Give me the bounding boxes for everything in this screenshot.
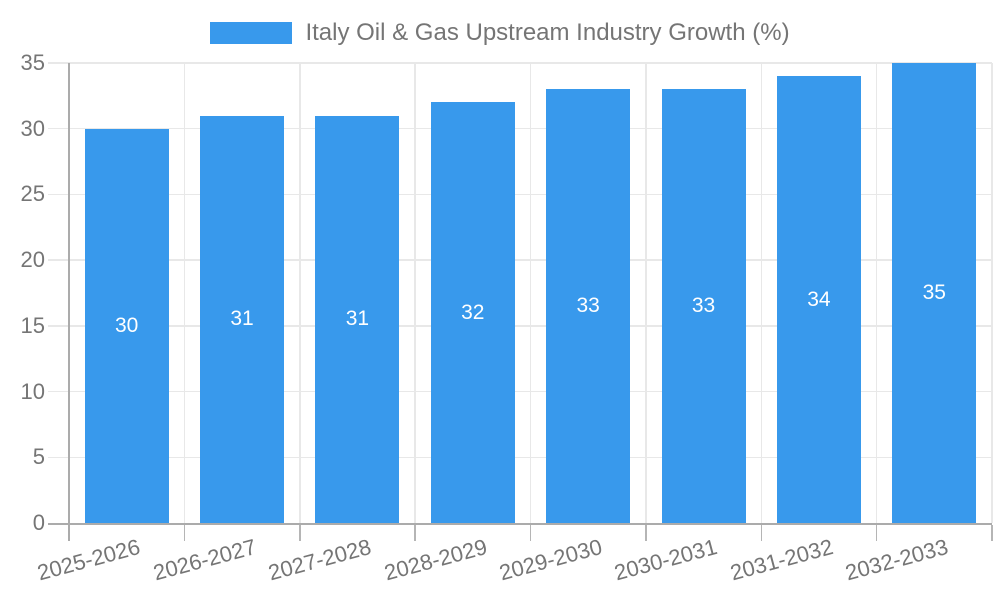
bar[interactable]: 32 [430, 102, 515, 523]
bar-value-label: 34 [807, 287, 831, 311]
x-axis-tick [645, 525, 647, 541]
bar-value-label: 31 [230, 307, 254, 331]
v-gridline [183, 63, 186, 523]
x-axis-tick [529, 525, 532, 541]
v-gridline [991, 63, 993, 523]
bar[interactable]: 34 [776, 76, 861, 523]
y-tick-label: 30 [20, 115, 45, 141]
h-gridline [48, 456, 992, 459]
h-gridline [48, 62, 992, 64]
h-gridline [48, 325, 992, 327]
y-tick-label: 5 [32, 444, 45, 470]
h-gridline [48, 259, 992, 261]
h-gridline [48, 127, 992, 130]
x-axis-tick [299, 525, 301, 541]
legend[interactable]: Italy Oil & Gas Upstream Industry Growth… [0, 17, 1000, 49]
x-axis-tick [183, 525, 186, 541]
y-axis-line [67, 63, 70, 541]
y-tick-label: 20 [20, 247, 45, 273]
bar-value-label: 32 [461, 300, 485, 324]
bar[interactable]: 31 [315, 115, 400, 523]
x-axis-tick [414, 525, 416, 541]
v-gridline [645, 63, 647, 523]
bar-value-label: 35 [922, 281, 946, 304]
x-axis-tick [991, 525, 993, 541]
v-gridline [875, 63, 878, 523]
bar[interactable]: 31 [200, 115, 285, 523]
y-tick-label: 10 [20, 378, 45, 404]
y-tick-label: 25 [20, 181, 45, 207]
bar-value-label: 30 [115, 313, 139, 337]
v-gridline [760, 63, 762, 523]
v-gridline [529, 63, 532, 523]
x-tick-label: 2032-2033 [842, 534, 951, 586]
x-tick-label: 2028-2029 [381, 534, 490, 586]
x-tick-label: 2031-2032 [727, 534, 836, 586]
h-gridline [48, 390, 992, 393]
x-tick-label: 2029-2030 [496, 534, 605, 586]
x-axis-tick [875, 525, 878, 541]
y-tick-label: 15 [20, 312, 45, 338]
v-gridline [299, 63, 301, 523]
y-tick-label: 0 [32, 510, 45, 535]
bar[interactable]: 35 [892, 63, 977, 523]
x-tick-label: 2030-2031 [611, 534, 721, 586]
bar[interactable]: 30 [84, 128, 169, 523]
x-tick-label: 2025-2026 [35, 534, 144, 586]
bar[interactable]: 33 [661, 89, 746, 523]
y-tick-label: 35 [20, 50, 45, 75]
x-axis-line [48, 522, 992, 525]
bar[interactable]: 33 [546, 89, 631, 523]
x-tick-label: 2026-2027 [150, 534, 259, 586]
bar-value-label: 33 [691, 294, 716, 318]
bar-value-label: 33 [576, 294, 600, 318]
bar-value-label: 31 [345, 307, 370, 331]
v-gridline [414, 63, 416, 523]
x-tick-label: 2027-2028 [265, 534, 374, 586]
legend-label: Italy Oil & Gas Upstream Industry Growth… [305, 19, 790, 46]
x-axis-tick [760, 525, 762, 541]
legend-swatch-icon [210, 22, 293, 44]
h-gridline [48, 193, 992, 196]
